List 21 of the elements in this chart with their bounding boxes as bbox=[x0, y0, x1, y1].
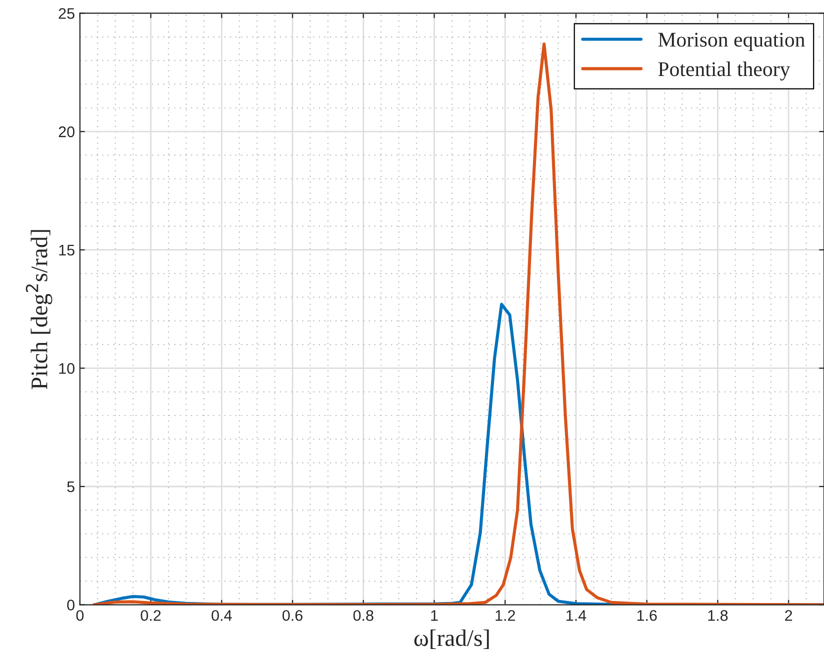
x-tick-label: 1.4 bbox=[566, 610, 586, 621]
x-tick-label: 0.2 bbox=[140, 610, 161, 621]
x-tick-label: 2 bbox=[785, 610, 792, 621]
y-tick-label: 15 bbox=[59, 244, 74, 256]
x-axis-title: ω[rad/s] bbox=[414, 629, 489, 650]
y-tick-label: 25 bbox=[58, 8, 74, 19]
x-tick-label: 1.2 bbox=[496, 610, 515, 621]
y-axis-title: Pitch [deg$^{2}$s/rad] bbox=[26, 230, 52, 390]
x-tick-label: 1.8 bbox=[708, 610, 728, 621]
y-tick-label: 0 bbox=[67, 600, 74, 610]
x-tick-label: 0 bbox=[76, 610, 84, 621]
x-tick-label: 1.6 bbox=[637, 610, 657, 621]
x-tick-label: 0.8 bbox=[353, 610, 374, 621]
legend-label: Potential theory bbox=[658, 62, 790, 80]
legend-label: Morison equation bbox=[658, 32, 805, 51]
x-tick-label: 0.6 bbox=[282, 610, 302, 621]
y-tick-label: 5 bbox=[67, 482, 74, 492]
x-tick-label: 1 bbox=[431, 610, 438, 621]
y-tick-label: 10 bbox=[59, 363, 74, 374]
y-tick-label: 20 bbox=[58, 126, 74, 138]
x-tick-label: 0.4 bbox=[212, 610, 232, 621]
